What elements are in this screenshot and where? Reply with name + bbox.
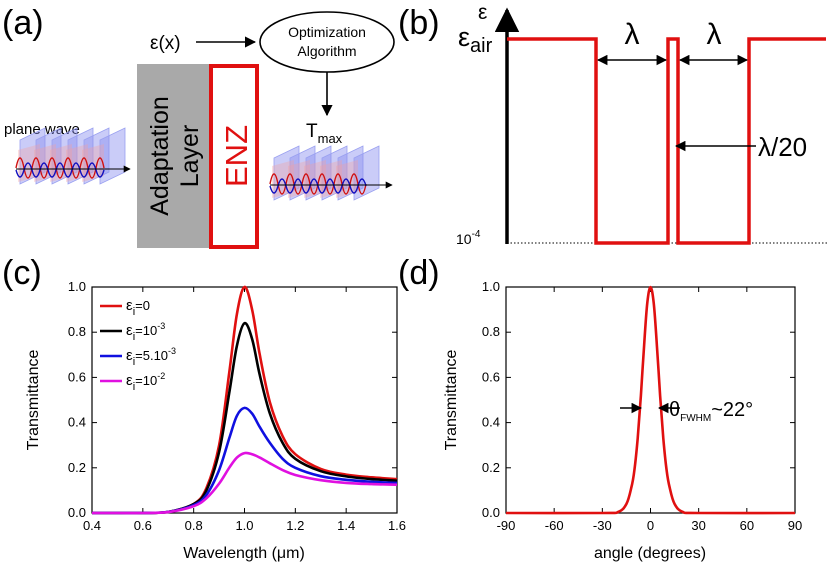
x-tick-label: -60 — [545, 518, 564, 533]
x-tick-label: 1.0 — [235, 518, 253, 533]
panel-c: (c) 0.4 0.6 0.8 1.0 1.2 1.4 1.6 0.0 0.2 0.4 0.6 0.8… — [2, 254, 406, 562]
tmax-label: Tmax — [306, 121, 343, 146]
legend-entry: εi=10-2 — [126, 371, 165, 393]
chart-c-xlabel: Wavelength (μm) — [183, 545, 305, 562]
x-tick-label: 0.6 — [134, 518, 152, 533]
y-tick-label: 0.8 — [482, 324, 500, 339]
y-tick-label: 0.8 — [68, 324, 86, 339]
panel-d: (d) -90 -60 -30 0 30 60 90 0.0 0.2 0.4 0.6 0.8 1.0 a… — [398, 254, 802, 562]
eps-input-label: ε(x) — [150, 33, 181, 54]
y-tick-label: 0.4 — [68, 415, 86, 430]
chart-d-series — [505, 285, 796, 515]
y-tick-label: 0.0 — [482, 505, 500, 520]
panel-b: (b) ε εair 10-4 λ λ λ/20 — [398, 1, 828, 247]
lambda-right-label: λ — [707, 18, 722, 51]
enz-label: ENZ — [219, 125, 254, 187]
chart-c-series — [92, 285, 398, 515]
x-tick-label: 1.4 — [337, 518, 355, 533]
lambda-small-label: λ/20 — [758, 132, 807, 162]
x-tick-label: 60 — [740, 518, 754, 533]
y-tick-label: 0.6 — [68, 369, 86, 384]
x-tick-label: 90 — [788, 518, 802, 533]
eps-air-label: εair — [458, 22, 493, 57]
series-line — [92, 406, 398, 515]
adaptation-layer-line2: Layer — [176, 125, 204, 188]
y-tick-label: 1.0 — [68, 279, 86, 294]
optimization-algorithm-ellipse — [259, 11, 395, 73]
panel-a: (a) ε(x) Optimization Algorithm Tmax pla… — [2, 4, 395, 249]
x-tick-label: 1.2 — [286, 518, 304, 533]
y-tick-label: 0.6 — [482, 369, 500, 384]
y-tick-label: 0.0 — [68, 505, 86, 520]
algorithm-line1: Optimization — [288, 24, 366, 40]
panel-a-label: (a) — [2, 4, 44, 42]
adaptation-layer-block — [137, 64, 209, 248]
legend-entry: εi=0 — [126, 297, 150, 318]
algorithm-line2: Algorithm — [297, 43, 356, 59]
adaptation-layer-line1: Adaptation — [146, 96, 174, 216]
series-line — [505, 285, 796, 515]
x-tick-label: -90 — [497, 518, 516, 533]
enz-block — [209, 64, 259, 249]
transmitted-wave-illustration — [269, 145, 393, 201]
chart-d-ticks: -90 -60 -30 0 30 60 90 0.0 0.2 0.4 0.6 0.8 1.0 — [482, 279, 802, 533]
panel-c-label: (c) — [2, 254, 42, 292]
y-tick-label: 0.2 — [68, 460, 86, 475]
x-tick-label: 0.4 — [83, 518, 101, 533]
chart-c-ticks: 0.4 0.6 0.8 1.0 1.2 1.4 1.6 0.0 0.2 0.4 0.6 0.8 1.0 — [68, 279, 406, 533]
fwhm-annotation: θFWHM~22° — [669, 399, 753, 424]
x-tick-label: 1.6 — [388, 518, 406, 533]
eps-min-label: 10-4 — [456, 229, 481, 247]
series-line — [92, 451, 398, 515]
chart-c-legend: εi=0 εi=10-3 εi=5.10-3 εi=10-2 — [100, 297, 176, 393]
panel-d-label: (d) — [398, 254, 440, 292]
lambda-left-label: λ — [625, 18, 640, 51]
panel-b-label: (b) — [398, 4, 440, 42]
y-tick-label: 0.2 — [482, 460, 500, 475]
permittivity-profile — [507, 37, 826, 245]
legend-entry: εi=5.10-3 — [126, 346, 176, 368]
legend-entry: εi=10-3 — [126, 321, 165, 343]
y-tick-label: 1.0 — [482, 279, 500, 294]
chart-d-xlabel: angle (degrees) — [594, 545, 706, 562]
x-tick-label: -30 — [593, 518, 612, 533]
chart-d-ylabel: Transmittance — [443, 350, 460, 451]
incoming-wave-illustration — [15, 127, 131, 185]
eps-axis-label: ε — [478, 1, 487, 24]
x-tick-label: 0 — [647, 518, 654, 533]
y-tick-label: 0.4 — [482, 415, 500, 430]
x-tick-label: 0.8 — [185, 518, 203, 533]
chart-c-ylabel: Transmittance — [25, 350, 42, 451]
x-tick-label: 30 — [691, 518, 705, 533]
